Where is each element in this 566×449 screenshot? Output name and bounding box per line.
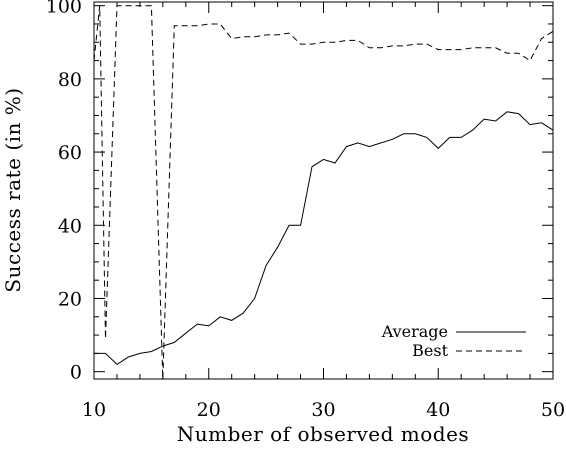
y-tick-label: 0 <box>70 362 82 384</box>
x-tick-label: 30 <box>311 399 335 421</box>
y-tick-label: 60 <box>58 142 82 164</box>
x-axis-title: Number of observed modes <box>177 422 469 444</box>
x-tick-label: 50 <box>541 399 565 421</box>
plot-frame <box>93 1 554 380</box>
y-tick-label: 20 <box>58 288 82 310</box>
x-tick-label: 10 <box>82 399 106 421</box>
series-line-best <box>93 5 554 380</box>
x-tick-label: 20 <box>197 399 221 421</box>
axis-ticks <box>93 2 554 379</box>
y-tick-label: 80 <box>58 69 82 91</box>
tick-labels: 10 20 30 40 50 0 20 40 60 80 100 <box>46 0 565 421</box>
legend: Average Best <box>381 322 526 360</box>
y-tick-label: 100 <box>46 0 82 18</box>
legend-label-best: Best <box>412 341 448 360</box>
y-axis-title: Success rate (in %) <box>1 87 25 292</box>
series-line-average <box>94 111 554 366</box>
x-tick-label: 40 <box>426 399 450 421</box>
y-tick-label: 40 <box>58 215 82 237</box>
legend-label-average: Average <box>381 322 448 341</box>
series-lines <box>93 5 554 380</box>
